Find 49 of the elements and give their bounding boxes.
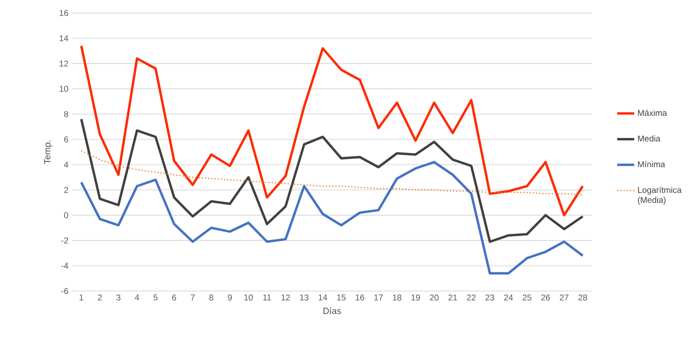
- line-series: [80, 118, 584, 243]
- y-axis-title: Temp.: [44, 140, 52, 164]
- x-tick-label: 17: [374, 294, 383, 300]
- x-tick-label: 7: [190, 294, 195, 300]
- line-series: [80, 44, 584, 216]
- y-tick-label: 14: [60, 35, 68, 42]
- y-tick-label: 2: [64, 186, 68, 193]
- x-tick-label: 4: [134, 294, 140, 300]
- x-tick-label: 28: [578, 294, 588, 301]
- x-tick-label: 2: [98, 294, 102, 300]
- y-tick-label: 12: [60, 60, 68, 66]
- x-tick-label: 21: [448, 294, 458, 300]
- y-tick-label: -2: [61, 238, 68, 244]
- x-tick-label: 10: [244, 294, 253, 301]
- x-tick-label: 3: [116, 294, 120, 301]
- x-tick-label: 12: [282, 294, 290, 300]
- line-series: [80, 160, 584, 275]
- x-tick-label: 13: [300, 294, 308, 301]
- x-tick-label: 25: [522, 294, 532, 301]
- x-tick-label: 27: [560, 294, 568, 300]
- x-tick-label: 26: [541, 294, 550, 301]
- x-tick-label: 9: [228, 294, 232, 301]
- x-tick-label: 5: [154, 294, 158, 300]
- legend-label: Media: [638, 135, 660, 142]
- y-tick-label: 10: [60, 86, 68, 92]
- x-tick-label: 18: [392, 294, 402, 301]
- x-tick-label: 23: [486, 294, 494, 301]
- y-tick-label: -4: [61, 262, 68, 269]
- y-tick-label: 0: [64, 212, 68, 218]
- x-tick-label: 6: [172, 294, 176, 301]
- y-tick-label: -6: [61, 288, 68, 294]
- x-tick-label: 20: [430, 294, 439, 301]
- x-tick-label: 14: [318, 294, 328, 300]
- y-tick-label: 8: [64, 111, 68, 118]
- y-tick-label: 16: [60, 10, 68, 16]
- x-tick-label: 24: [504, 294, 513, 300]
- x-axis-title: Días: [324, 307, 341, 314]
- x-tick-label: 15: [337, 294, 346, 300]
- legend-label: Mínima: [638, 160, 666, 168]
- x-tick-label: 19: [412, 294, 420, 301]
- x-tick-label: 1: [80, 294, 84, 300]
- x-tick-label: 11: [263, 294, 271, 300]
- x-tick-label: 22: [467, 294, 476, 300]
- y-tick-label: 4: [64, 162, 68, 168]
- x-tick-label: 16: [356, 294, 364, 301]
- legend-label: Máxima: [638, 110, 668, 116]
- legend-label: Logarítmica (Media): [638, 186, 682, 205]
- y-tick-label: 6: [64, 136, 68, 142]
- x-tick-label: 8: [209, 294, 214, 301]
